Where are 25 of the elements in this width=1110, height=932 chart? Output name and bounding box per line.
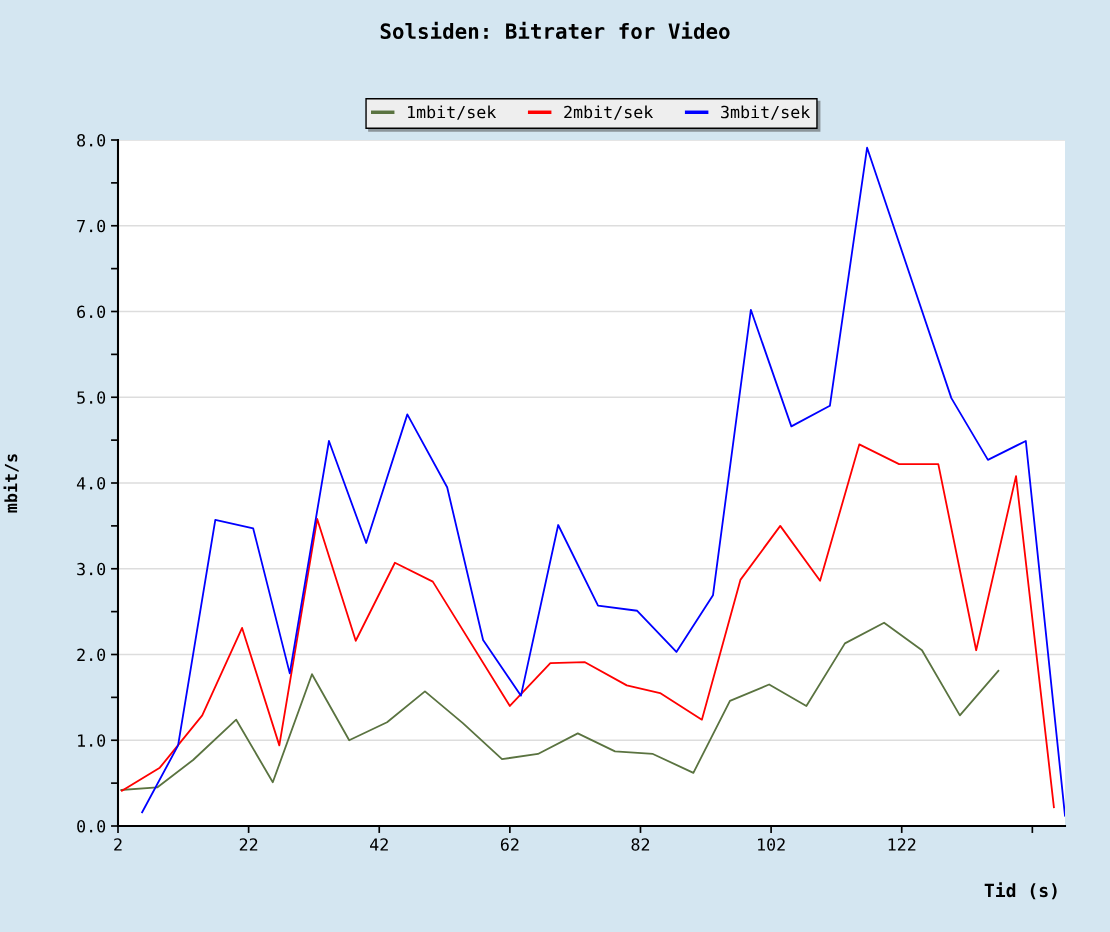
x-tick-label: 62 [500,838,519,851]
y-tick-label: 5.0 [77,391,106,404]
line-series [121,443,1055,809]
y-tick-label: 8.0 [77,134,106,147]
y-tick-label: 1.0 [78,734,106,747]
x-axis-title: Tid (s) [984,882,1057,900]
line-series [120,621,1000,791]
x-tick-label: 102 [758,838,785,851]
x-tick-label: 82 [631,838,650,851]
y-tick-label: 7.0 [77,219,106,233]
y-tick-label: 3.0 [77,562,106,576]
legend-label: 3mbit/sek [721,105,811,120]
legend-label: 1mbit/sek [408,105,497,120]
chart-title: Solsiden: Bitrater for Video [380,21,730,40]
y-tick-label: 4.0 [76,477,106,490]
line-series [141,146,1065,817]
y-tick-label: 2.0 [77,648,106,662]
legend-label: 2mbit/sek [564,105,654,120]
x-tick-label: 2 [114,838,122,851]
y-tick-label: 6.0 [77,305,106,319]
x-tick-label: 42 [370,838,388,851]
y-tick-label: 0.0 [77,820,106,833]
x-tick-label: 122 [888,838,916,851]
y-axis-title: mbit/s [3,454,19,513]
x-tick-label: 22 [239,838,258,851]
